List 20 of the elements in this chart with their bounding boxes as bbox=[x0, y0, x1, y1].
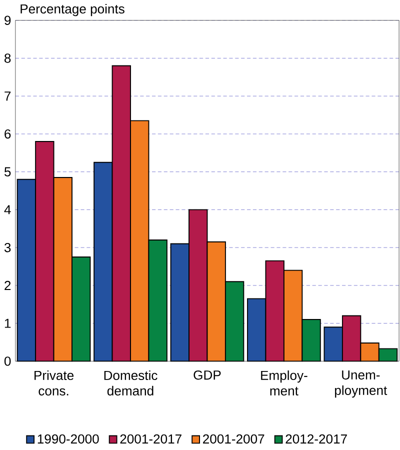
x-tick-label: Private cons. bbox=[34, 370, 74, 396]
legend-label: 2001-2017 bbox=[120, 434, 182, 444]
y-tick-label: 2 bbox=[4, 280, 10, 290]
legend-label: 2001-2007 bbox=[202, 434, 264, 444]
y-tick-label: 7 bbox=[4, 92, 10, 101]
x-tick-label: Employ-ment bbox=[260, 370, 308, 396]
y-tick-label: 4 bbox=[4, 205, 11, 214]
y-tick-label: 5 bbox=[4, 167, 11, 176]
y-tick-label: 8 bbox=[4, 54, 11, 63]
legend-label: 2012-2017 bbox=[286, 434, 347, 444]
y-tick-label: 0 bbox=[4, 356, 11, 366]
y-tick-label: 3 bbox=[4, 242, 11, 252]
x-tick-label: Domestic demand bbox=[104, 370, 158, 396]
legend-label: 1990-2000 bbox=[38, 434, 99, 444]
y-tick-label: 1 bbox=[4, 318, 10, 328]
y-tick-label: 9 bbox=[4, 16, 10, 25]
x-tick-label: GDP bbox=[194, 370, 221, 380]
y-axis-title: Percentage points bbox=[20, 4, 124, 16]
x-tick-label: Unem-ployment bbox=[334, 370, 387, 398]
y-tick-label: 6 bbox=[4, 129, 11, 139]
